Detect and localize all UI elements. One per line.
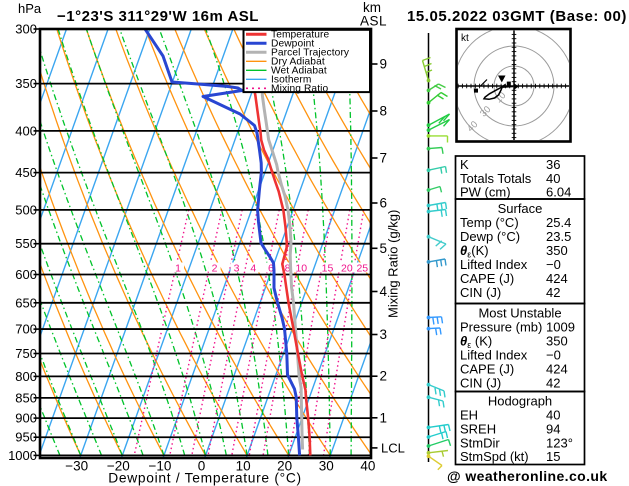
svg-text:Dewp (°C): Dewp (°C) [460,229,520,244]
svg-text:5: 5 [380,241,388,256]
svg-text:hPa: hPa [18,1,42,16]
svg-text:Hodograph: Hodograph [488,394,552,409]
svg-text:6: 6 [268,263,274,275]
svg-text:−0: −0 [546,348,561,363]
svg-text:Dewpoint / Temperature (°C): Dewpoint / Temperature (°C) [108,471,302,486]
svg-text:950: 950 [15,430,37,445]
svg-text:−1°23'S 311°29'W 16m ASL: −1°23'S 311°29'W 16m ASL [57,8,259,25]
svg-text:−30: −30 [65,459,88,474]
svg-text:Parcel Trajectory: Parcel Trajectory [271,48,350,59]
svg-text:K: K [460,157,469,172]
svg-text:10: 10 [236,459,251,474]
svg-text:450: 450 [15,165,37,180]
svg-text:400: 400 [15,123,37,138]
svg-text:350: 350 [546,334,568,349]
svg-text:40: 40 [360,459,375,474]
svg-text:700: 700 [15,322,37,337]
svg-text:1009: 1009 [546,320,575,335]
svg-text:6.04: 6.04 [546,185,571,200]
svg-text:424: 424 [546,271,568,286]
svg-text:10: 10 [295,263,307,275]
svg-text:LCL: LCL [381,440,405,455]
svg-text:Lifted Index: Lifted Index [460,348,528,363]
svg-text:Wet Adiabat: Wet Adiabat [271,66,327,77]
svg-text:750: 750 [15,346,37,361]
svg-text:550: 550 [15,236,37,251]
svg-text:3: 3 [380,327,388,342]
svg-text:Surface: Surface [498,201,543,216]
svg-text:−10: −10 [148,459,171,474]
svg-text:4: 4 [380,284,388,299]
svg-text:900: 900 [15,411,37,426]
svg-text:23.5: 23.5 [546,229,571,244]
svg-text:40: 40 [546,171,560,186]
svg-text:θε (K): θε (K) [460,334,492,351]
svg-text:1: 1 [175,263,181,275]
svg-text:EH: EH [460,408,478,423]
svg-text:Dry Adiabat: Dry Adiabat [271,57,325,68]
svg-text:Mixing Ratio (g/kg): Mixing Ratio (g/kg) [386,210,401,318]
svg-text:15: 15 [322,263,334,275]
svg-text:0: 0 [198,459,206,474]
svg-text:600: 600 [15,267,37,282]
svg-text:7: 7 [380,151,388,166]
svg-text:Temp (°C): Temp (°C) [460,215,519,230]
svg-text:36: 36 [546,157,560,172]
svg-text:CAPE (J): CAPE (J) [460,362,514,377]
svg-text:20: 20 [277,459,292,474]
svg-text:4: 4 [250,263,256,275]
svg-text:42: 42 [546,376,560,391]
svg-text:Pressure (mb): Pressure (mb) [460,320,542,335]
svg-text:850: 850 [15,390,37,405]
svg-text:9: 9 [380,57,388,72]
svg-text:Dewpoint: Dewpoint [271,39,314,50]
svg-text:500: 500 [15,202,37,217]
svg-text:Totals Totals: Totals Totals [460,171,532,186]
svg-text:−20: −20 [107,459,130,474]
svg-text:1: 1 [380,410,388,425]
svg-text:StmDir: StmDir [460,436,500,451]
svg-text:CIN (J): CIN (J) [460,376,501,391]
svg-text:8: 8 [380,104,388,119]
svg-text:2: 2 [380,369,388,384]
svg-text:25.4: 25.4 [546,215,571,230]
svg-text:42: 42 [546,285,560,300]
svg-text:Temperature: Temperature [271,30,330,41]
svg-text:25: 25 [356,263,368,275]
svg-text:30: 30 [319,459,334,474]
svg-text:650: 650 [15,295,37,310]
svg-text:6: 6 [380,196,388,211]
svg-text:PW (cm): PW (cm) [460,185,511,200]
svg-text:20: 20 [341,263,353,275]
svg-text:15.05.2022 03GMT (Base: 00): 15.05.2022 03GMT (Base: 00) [407,8,627,25]
svg-text:8: 8 [285,263,291,275]
svg-text:350: 350 [546,243,568,258]
svg-text:Isotherm: Isotherm [271,75,311,86]
svg-text:Lifted Index: Lifted Index [460,257,528,272]
svg-text:424: 424 [546,362,568,377]
svg-text:CAPE (J): CAPE (J) [460,271,514,286]
svg-text:kt: kt [461,33,469,44]
svg-text:Mixing Ratio: Mixing Ratio [271,84,328,95]
svg-text:300: 300 [15,22,37,37]
svg-text:15: 15 [546,449,560,464]
svg-text:ASL: ASL [360,14,387,29]
svg-text:123°: 123° [546,436,573,451]
svg-text:800: 800 [15,369,37,384]
svg-text:StmSpd (kt): StmSpd (kt) [460,449,529,464]
svg-text:θε(K): θε(K) [460,243,489,260]
svg-text:Most Unstable: Most Unstable [478,306,561,321]
svg-text:1000: 1000 [8,448,37,463]
svg-text:@ weatheronline.co.uk: @ weatheronline.co.uk [447,468,608,484]
svg-text:CIN (J): CIN (J) [460,285,501,300]
svg-text:−0: −0 [546,257,561,272]
svg-text:3: 3 [234,263,240,275]
svg-text:350: 350 [15,76,37,91]
svg-text:SREH: SREH [460,422,496,437]
svg-text:km: km [363,0,381,15]
svg-text:2: 2 [212,263,218,275]
svg-text:94: 94 [546,422,560,437]
svg-text:40: 40 [546,408,560,423]
